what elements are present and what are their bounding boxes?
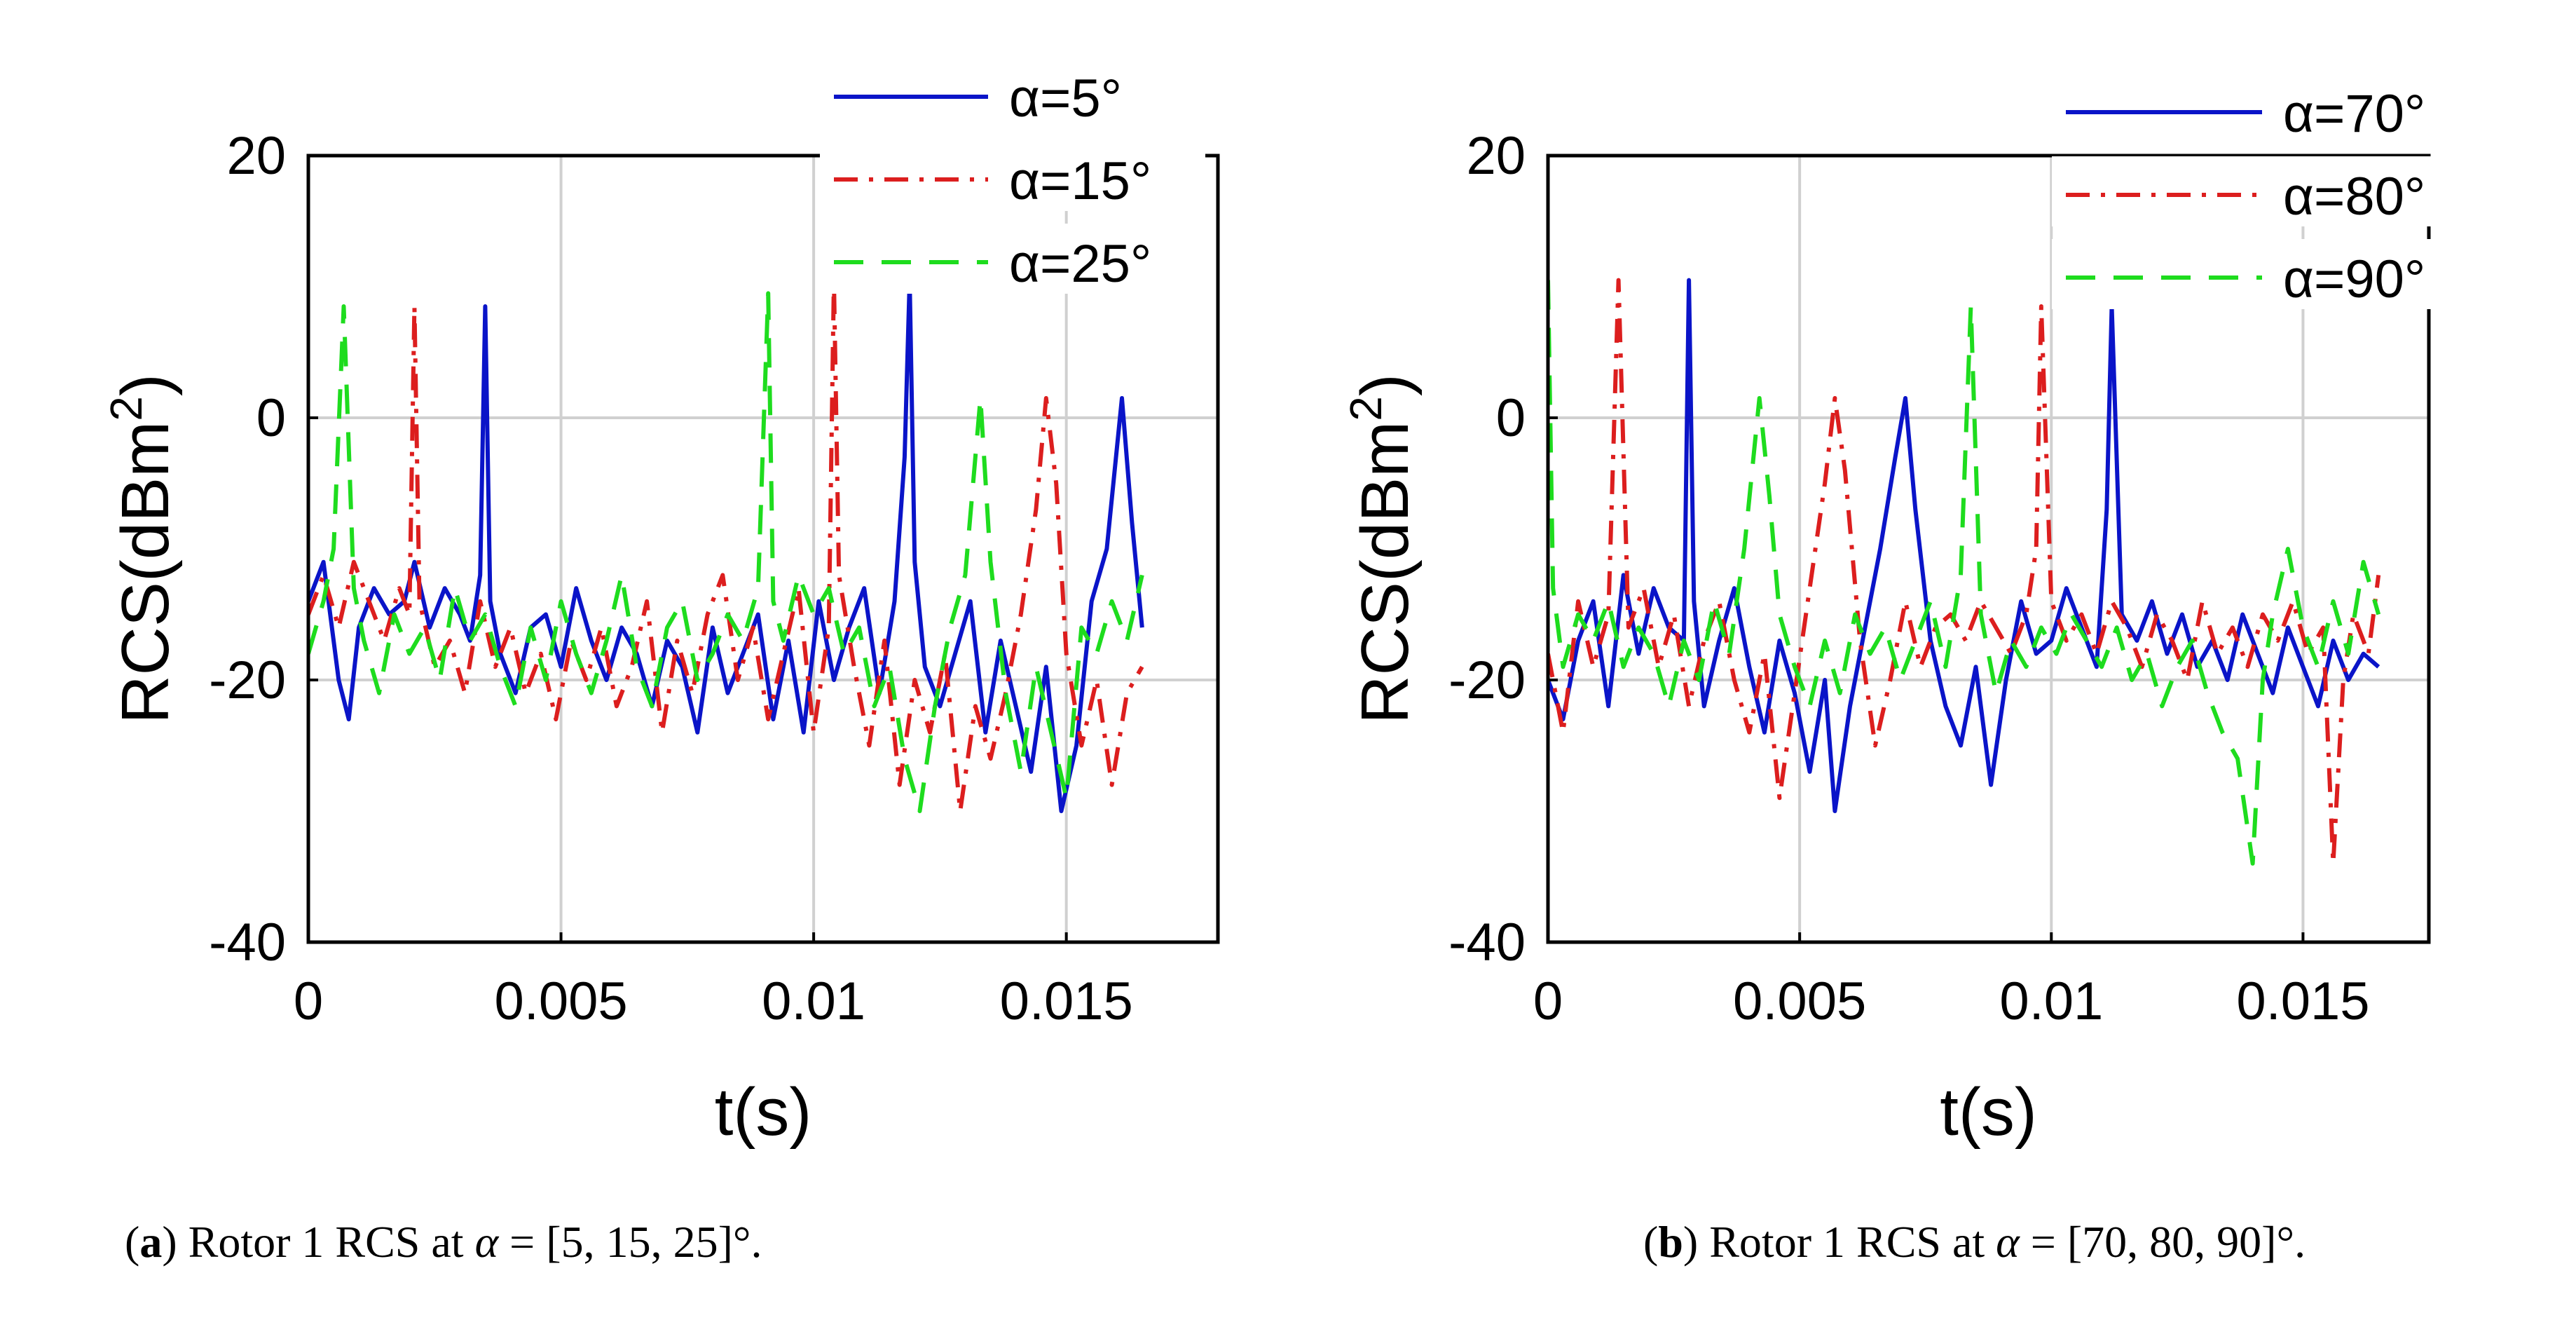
chart-b-ytick-label-3: 20 <box>1466 126 1526 186</box>
caption-a-text: Rotor 1 RCS at <box>188 1217 464 1267</box>
chart-b-ytick-label-1: -20 <box>1448 651 1526 710</box>
caption-b-symbol: α <box>1996 1217 2020 1267</box>
chart-b-xtick-label-3: 0.015 <box>2236 972 2369 1031</box>
caption-a: (a) Rotor 1 RCS at α = [5, 15, 25]°. <box>125 1217 762 1267</box>
chart-a-ytick-label-2: 0 <box>256 388 286 448</box>
chart-a-xtick-label-3: 0.015 <box>1000 972 1133 1031</box>
chart-a-ylabel-sup: 2 <box>101 396 151 421</box>
chart-a-series-green <box>308 291 1144 813</box>
chart-b-xtick-label-2: 0.01 <box>1999 972 2103 1031</box>
chart-b-axes-box <box>1546 154 2431 944</box>
chart-a-xtick-label-2: 0.01 <box>762 972 865 1031</box>
chart-b-ylabel-end: ) <box>1348 374 1423 396</box>
chart-b-ytick-label-2: 0 <box>1496 388 1526 448</box>
chart-a-ylabel-end: ) <box>108 374 183 396</box>
chart-a-legend-bg-0 <box>820 58 1205 128</box>
chart-a-legend-label-green: α=25° <box>1009 234 1151 294</box>
chart-b-xtick-label-1: 0.005 <box>1733 972 1866 1031</box>
chart-b-ylabel-sup: 2 <box>1341 396 1391 421</box>
chart-b-legend-bg-2 <box>2052 239 2479 309</box>
chart-a-xlabel: t(s) <box>715 1075 812 1150</box>
chart-a-axes-box <box>306 154 1220 944</box>
chart-b: 0 0.005 0.01 0.015 -40 -20 0 20 t(s) RCS(dBm2) α=7… <box>1341 74 2479 1150</box>
chart-b-xlabel: t(s) <box>1940 1075 2037 1150</box>
chart-a-ytick-label-0: -40 <box>209 913 286 972</box>
chart-a-ytick-label-1: -20 <box>209 651 286 710</box>
caption-b-letter: b <box>1658 1217 1683 1267</box>
chart-b-xtick-label-0: 0 <box>1533 972 1563 1031</box>
caption-b-text: Rotor 1 RCS at <box>1709 1217 1985 1267</box>
caption-a-symbol: α <box>474 1217 499 1267</box>
chart-a-legend-label-blue: α=5° <box>1009 69 1122 128</box>
caption-a-values: = [5, 15, 25]°. <box>509 1217 762 1267</box>
chart-a-ylabel-main: RCS(dBm <box>108 421 183 724</box>
chart-b-ytick-label-0: -40 <box>1448 913 1526 972</box>
chart-b-ylabel: RCS(dBm2) <box>1341 374 1423 724</box>
chart-b-legend-bg-0 <box>2052 74 2479 144</box>
chart-b-ylabel-main: RCS(dBm <box>1348 421 1423 724</box>
chart-a-legend-bg-2 <box>820 224 1205 294</box>
caption-b-values: = [70, 80, 90]°. <box>2030 1217 2306 1267</box>
chart-b-legend-label-blue: α=70° <box>2283 84 2425 144</box>
chart-a-series-blue <box>308 278 1144 813</box>
chart-a-xtick-label-1: 0.005 <box>494 972 627 1031</box>
chart-a-series-red <box>308 278 1144 813</box>
chart-b-legend-bg-1 <box>2052 156 2479 226</box>
chart-a-legend-bg-1 <box>820 141 1205 211</box>
chart-b-series-blue <box>1548 278 2380 813</box>
chart-b-legend-label-red: α=80° <box>2283 167 2425 226</box>
chart-b-legend-label-green: α=90° <box>2283 250 2425 309</box>
caption-b: (b) Rotor 1 RCS at α = [70, 80, 90]°. <box>1643 1217 2306 1267</box>
chart-a-legend-label-red: α=15° <box>1009 151 1151 211</box>
chart-a-ytick-label-3: 20 <box>226 126 286 186</box>
caption-a-letter: a <box>139 1217 163 1267</box>
chart-a-ylabel: RCS(dBm2) <box>101 374 183 724</box>
chart-a-xtick-label-0: 0 <box>294 972 323 1031</box>
chart-a: 0 0.005 0.01 0.015 -40 -20 0 20 t(s) RCS(dBm2) α=5… <box>101 58 1220 1150</box>
chart-b-series-red <box>1548 278 2381 866</box>
